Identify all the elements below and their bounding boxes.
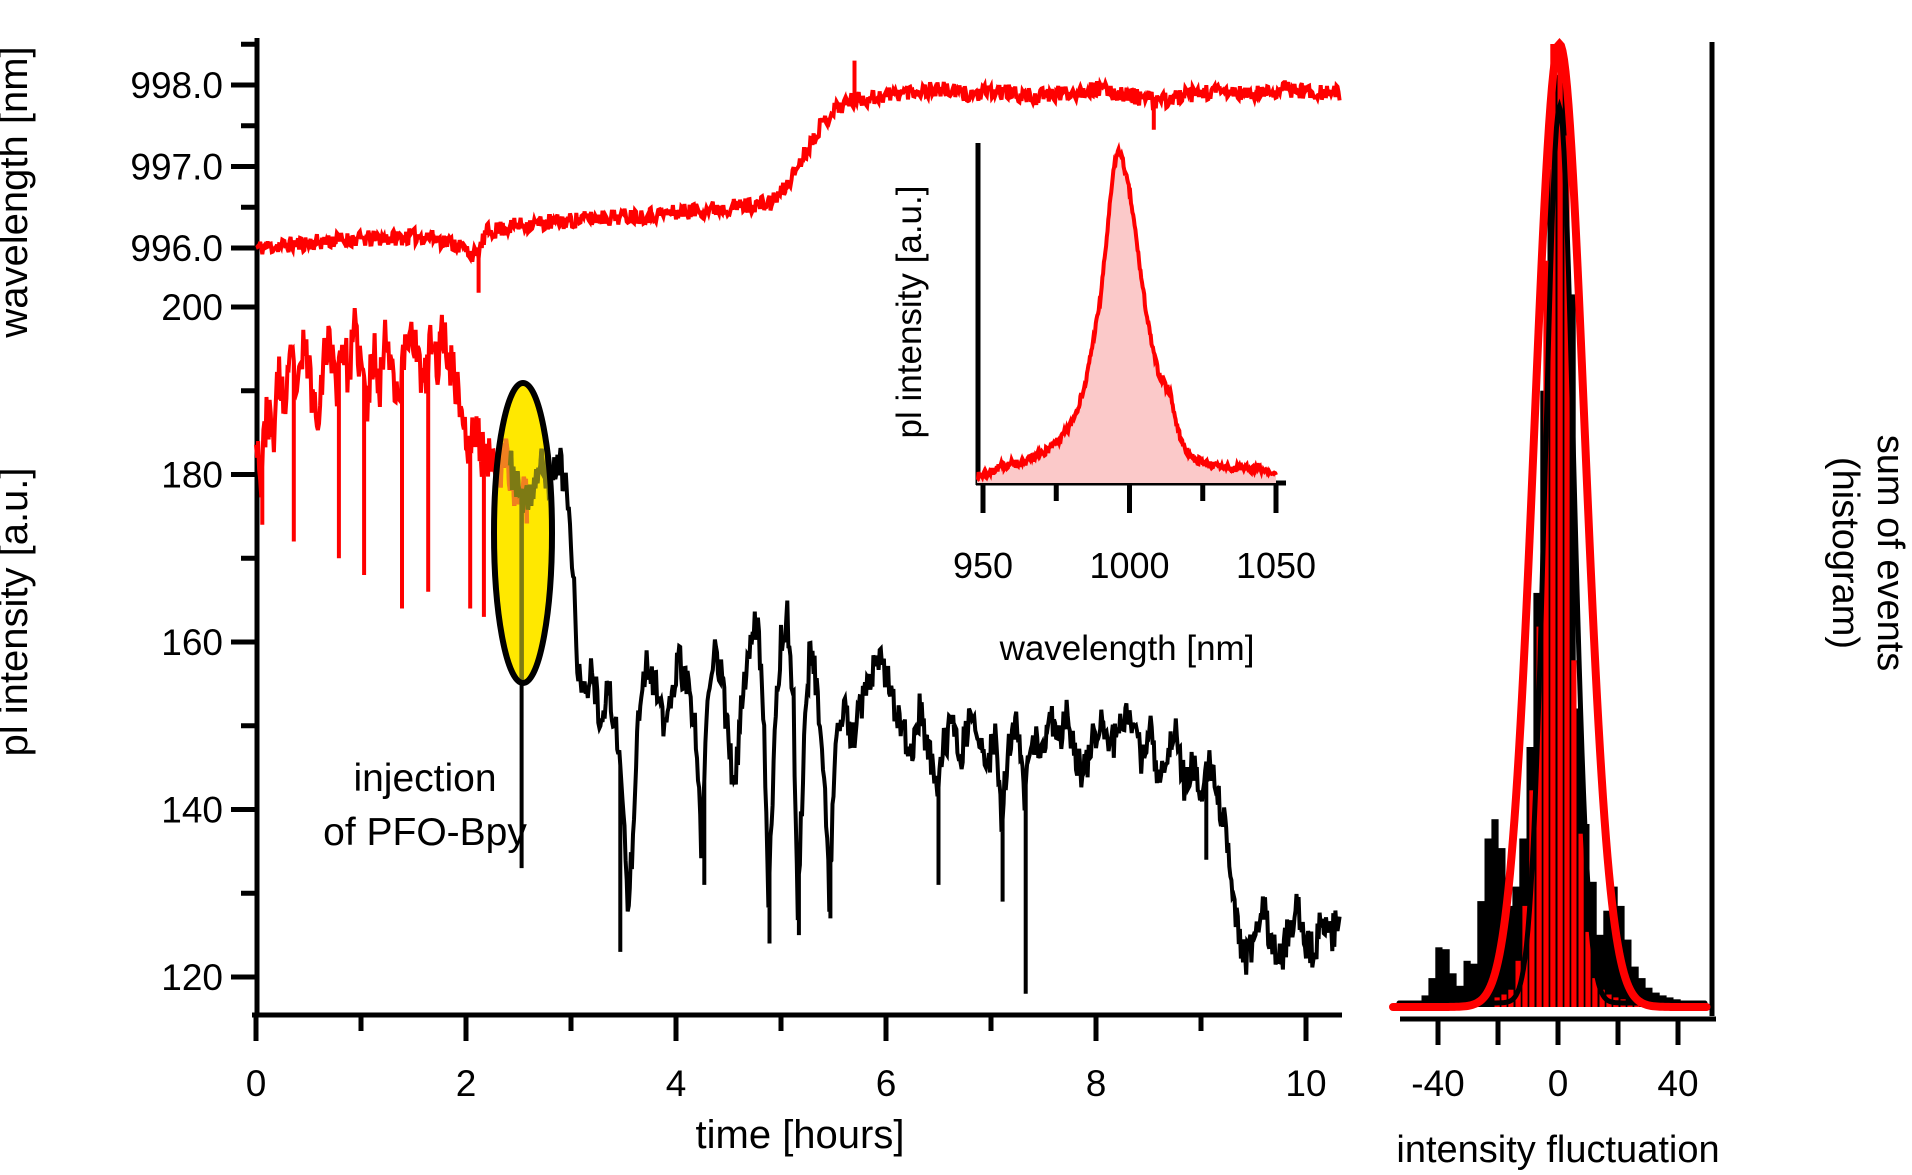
pl-tick-label: 180 bbox=[161, 455, 223, 496]
black-histogram-bar bbox=[1491, 819, 1499, 1007]
black-histogram-bar bbox=[1470, 963, 1478, 1007]
red-histogram-bar bbox=[1585, 931, 1591, 1007]
main-axes: 998.0 997.0 996.0 200 180 160 140 120 0 2 4 6 8 10 bbox=[130, 38, 1342, 1104]
inset-tick-label: 1050 bbox=[1236, 545, 1316, 586]
red-histogram-bar bbox=[1578, 833, 1584, 1007]
fluctuation-tick-label: 40 bbox=[1657, 1063, 1698, 1104]
red-histogram-bar bbox=[1550, 44, 1556, 1007]
black-histogram-bar bbox=[1603, 910, 1611, 1007]
black-histogram-bar bbox=[1638, 978, 1646, 1007]
fluctuation-tick-label: 0 bbox=[1548, 1063, 1569, 1104]
injection-ellipse-outline bbox=[491, 380, 555, 686]
inset-ylabel-pl-intensity: pl intensity [a.u.] bbox=[890, 186, 929, 439]
red-histogram-bar bbox=[1571, 660, 1577, 1007]
spectrum-line bbox=[975, 141, 1278, 483]
pl-tick-label: 120 bbox=[161, 957, 223, 998]
histogram-panel: -40 0 40 intensity fluctuation sum of even… bbox=[1389, 37, 1911, 1171]
main-ylabel-pl-intensity: pl intensity [a.u.] bbox=[0, 467, 36, 756]
histogram-series bbox=[1389, 37, 1711, 1011]
main-ylabel-wavelength: wavelength [nm] bbox=[0, 46, 36, 338]
black-histogram-bar bbox=[1568, 294, 1576, 1007]
main-plot: 998.0 997.0 996.0 200 180 160 140 120 0 2 4 6 8 10 wa… bbox=[0, 38, 1342, 1157]
injection-annotation: injection of PFO-Bpy bbox=[323, 757, 527, 854]
time-tick-label: 8 bbox=[1086, 1063, 1107, 1104]
injection-annotation-line1: injection bbox=[353, 757, 496, 800]
black-histogram-bar bbox=[1505, 905, 1513, 1007]
pl-tick-label: 160 bbox=[161, 622, 223, 663]
histogram-xlabel-intensity-fluctuation: intensity fluctuation bbox=[1396, 1129, 1719, 1171]
black-histogram-bar bbox=[1512, 886, 1520, 1007]
spectrum-fill bbox=[977, 149, 1276, 483]
inset-tick-label: 950 bbox=[953, 545, 1013, 586]
pl-red-trace bbox=[254, 307, 529, 617]
black-histogram-bar bbox=[1596, 934, 1604, 1007]
black-histogram-bar bbox=[1428, 978, 1436, 1007]
fluctuation-tick-label: -40 bbox=[1411, 1063, 1464, 1104]
inset-tick-label: 1000 bbox=[1089, 545, 1169, 586]
main-xlabel-time: time [hours] bbox=[696, 1113, 905, 1157]
pl-tick-label: 140 bbox=[161, 790, 223, 831]
time-tick-label: 4 bbox=[666, 1063, 687, 1104]
black-histogram-bar bbox=[1582, 824, 1590, 1007]
histogram-ylabel-histogram: (histogram) bbox=[1824, 457, 1866, 649]
red-histogram-bar bbox=[1543, 260, 1549, 1007]
wavelength-tick-label: 997.0 bbox=[130, 147, 223, 188]
inset-spectrum-series bbox=[975, 141, 1278, 483]
main-series bbox=[254, 60, 1342, 994]
injection-annotation-line2: of PFO-Bpy bbox=[323, 811, 527, 854]
black-histogram-bar bbox=[1645, 987, 1653, 1007]
wavelength-tick-label: 996.0 bbox=[130, 228, 223, 269]
red_fit_curve bbox=[1389, 37, 1711, 1011]
black-histogram-bar bbox=[1456, 985, 1464, 1007]
pl-black-trace bbox=[508, 447, 1342, 994]
red-histogram-bar bbox=[1536, 626, 1542, 1007]
black-histogram-bar bbox=[1484, 838, 1492, 1007]
black-histogram-bar bbox=[1463, 960, 1471, 1007]
red-histogram-bar bbox=[1557, 44, 1563, 1007]
pl-tick-label: 200 bbox=[161, 287, 223, 328]
inset-xlabel-wavelength: wavelength [nm] bbox=[999, 629, 1255, 668]
black-histogram-bar bbox=[1631, 966, 1639, 1007]
histogram-axes: -40 0 40 bbox=[1400, 42, 1716, 1104]
time-tick-label: 2 bbox=[456, 1063, 477, 1104]
black-histogram-bar bbox=[1652, 992, 1660, 1007]
time-tick-label: 0 bbox=[246, 1063, 267, 1104]
black-histogram-bar bbox=[1477, 901, 1485, 1007]
black-histogram-bar bbox=[1442, 949, 1450, 1007]
histogram-ylabel-sum-of-events: sum of events bbox=[1869, 435, 1911, 672]
time-tick-label: 6 bbox=[876, 1063, 897, 1104]
wavelength-trace bbox=[255, 60, 1342, 293]
wavelength-tick-label: 998.0 bbox=[130, 65, 223, 106]
red-histogram-bar bbox=[1592, 978, 1598, 1007]
inset-plot: 950 1000 1050 pl intensity [a.u.] waveleng… bbox=[890, 141, 1316, 668]
black-histogram-bar bbox=[1449, 973, 1457, 1007]
time-tick-label: 10 bbox=[1285, 1063, 1326, 1104]
red-histogram-bar bbox=[1564, 135, 1570, 1007]
black-histogram-bar bbox=[1435, 947, 1443, 1007]
